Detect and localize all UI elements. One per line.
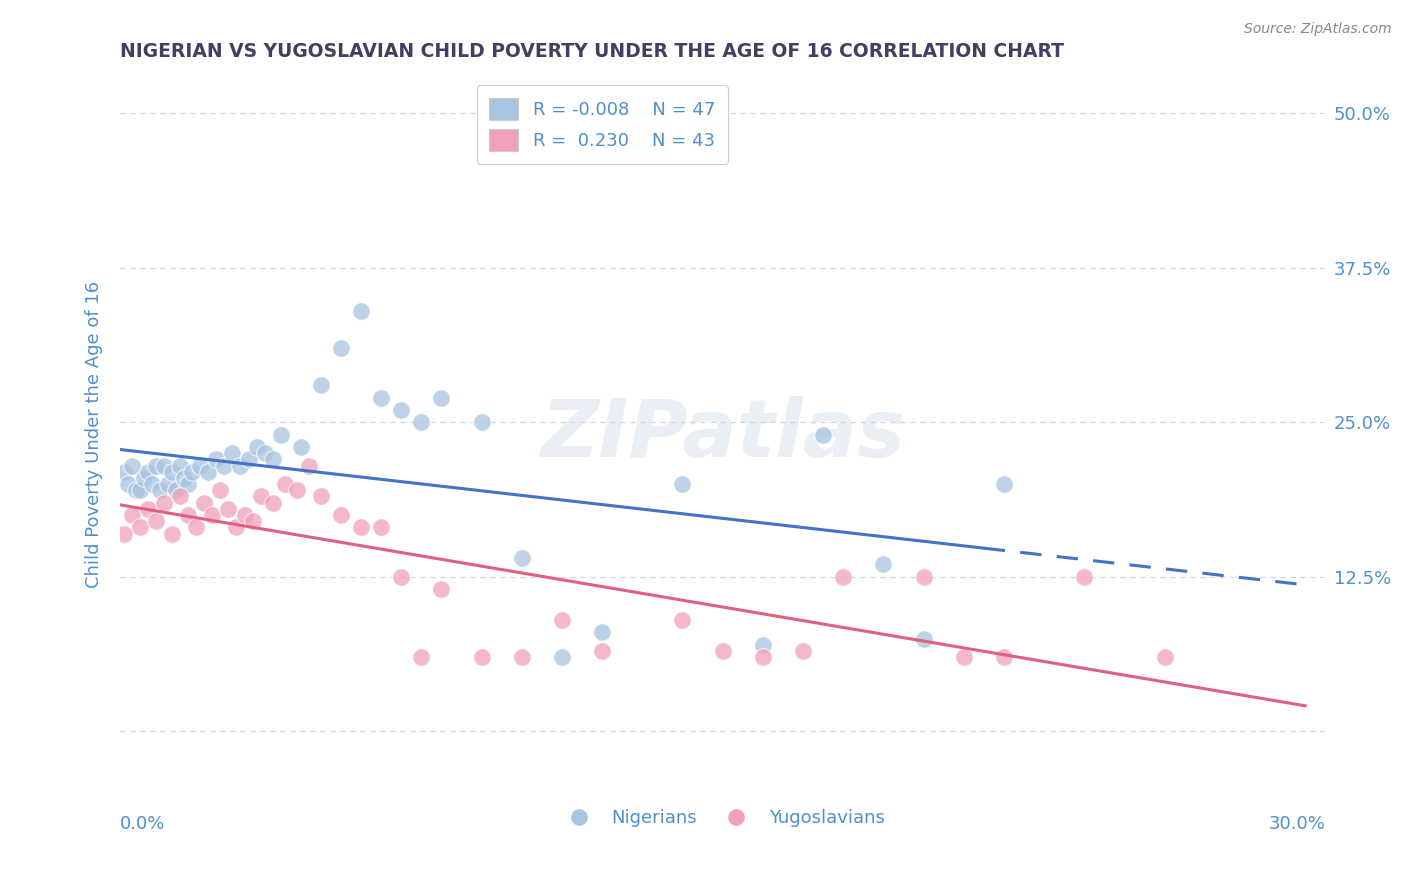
Point	[591, 644, 613, 658]
Point	[253, 446, 276, 460]
Point	[173, 471, 195, 485]
Point	[671, 613, 693, 627]
Point	[430, 582, 453, 596]
Point	[671, 477, 693, 491]
Point	[285, 483, 308, 498]
Point	[370, 520, 392, 534]
Point	[121, 458, 143, 473]
Point	[551, 613, 574, 627]
Point	[912, 570, 935, 584]
Point	[188, 458, 211, 473]
Point	[169, 458, 191, 473]
Point	[471, 650, 494, 665]
Point	[309, 378, 332, 392]
Point	[193, 495, 215, 509]
Text: NIGERIAN VS YUGOSLAVIAN CHILD POVERTY UNDER THE AGE OF 16 CORRELATION CHART: NIGERIAN VS YUGOSLAVIAN CHILD POVERTY UN…	[120, 42, 1064, 61]
Point	[221, 446, 243, 460]
Point	[181, 465, 204, 479]
Point	[117, 477, 139, 491]
Point	[551, 650, 574, 665]
Point	[229, 458, 252, 473]
Point	[270, 427, 292, 442]
Point	[1153, 650, 1175, 665]
Point	[952, 650, 974, 665]
Point	[273, 477, 295, 491]
Point	[201, 508, 224, 522]
Point	[136, 501, 159, 516]
Point	[153, 458, 176, 473]
Point	[389, 570, 412, 584]
Point	[141, 477, 163, 491]
Point	[197, 465, 219, 479]
Y-axis label: Child Poverty Under the Age of 16: Child Poverty Under the Age of 16	[86, 281, 103, 588]
Point	[217, 501, 239, 516]
Point	[209, 483, 232, 498]
Point	[411, 650, 433, 665]
Point	[329, 341, 352, 355]
Point	[233, 508, 256, 522]
Point	[136, 465, 159, 479]
Point	[298, 458, 321, 473]
Point	[153, 495, 176, 509]
Point	[177, 508, 200, 522]
Point	[510, 650, 533, 665]
Point	[832, 570, 855, 584]
Point	[225, 520, 247, 534]
Point	[129, 483, 152, 498]
Point	[711, 644, 734, 658]
Point	[149, 483, 172, 498]
Point	[238, 452, 260, 467]
Point	[157, 477, 180, 491]
Text: 30.0%: 30.0%	[1268, 815, 1326, 833]
Point	[112, 465, 135, 479]
Point	[165, 483, 187, 498]
Point	[811, 427, 834, 442]
Point	[186, 520, 208, 534]
Point	[993, 650, 1015, 665]
Point	[591, 625, 613, 640]
Point	[112, 526, 135, 541]
Point	[430, 391, 453, 405]
Point	[177, 477, 200, 491]
Text: 0.0%: 0.0%	[120, 815, 166, 833]
Point	[792, 644, 814, 658]
Point	[125, 483, 148, 498]
Point	[329, 508, 352, 522]
Point	[145, 458, 167, 473]
Point	[912, 632, 935, 646]
Point	[245, 440, 267, 454]
Point	[350, 304, 373, 318]
Point	[160, 465, 183, 479]
Point	[290, 440, 312, 454]
Point	[993, 477, 1015, 491]
Point	[242, 514, 264, 528]
Text: ZIPatlas: ZIPatlas	[540, 396, 905, 474]
Text: Source: ZipAtlas.com: Source: ZipAtlas.com	[1244, 22, 1392, 37]
Point	[214, 458, 236, 473]
Point	[160, 526, 183, 541]
Point	[872, 558, 894, 572]
Point	[309, 490, 332, 504]
Point	[145, 514, 167, 528]
Point	[262, 452, 284, 467]
Point	[121, 508, 143, 522]
Point	[510, 551, 533, 566]
Legend: Nigerians, Yugoslavians: Nigerians, Yugoslavians	[554, 802, 891, 834]
Point	[350, 520, 373, 534]
Point	[129, 520, 152, 534]
Point	[169, 490, 191, 504]
Point	[1073, 570, 1095, 584]
Point	[752, 650, 775, 665]
Point	[471, 415, 494, 429]
Point	[205, 452, 228, 467]
Point	[262, 495, 284, 509]
Point	[411, 415, 433, 429]
Point	[370, 391, 392, 405]
Point	[249, 490, 271, 504]
Point	[389, 403, 412, 417]
Point	[752, 638, 775, 652]
Point	[132, 471, 155, 485]
